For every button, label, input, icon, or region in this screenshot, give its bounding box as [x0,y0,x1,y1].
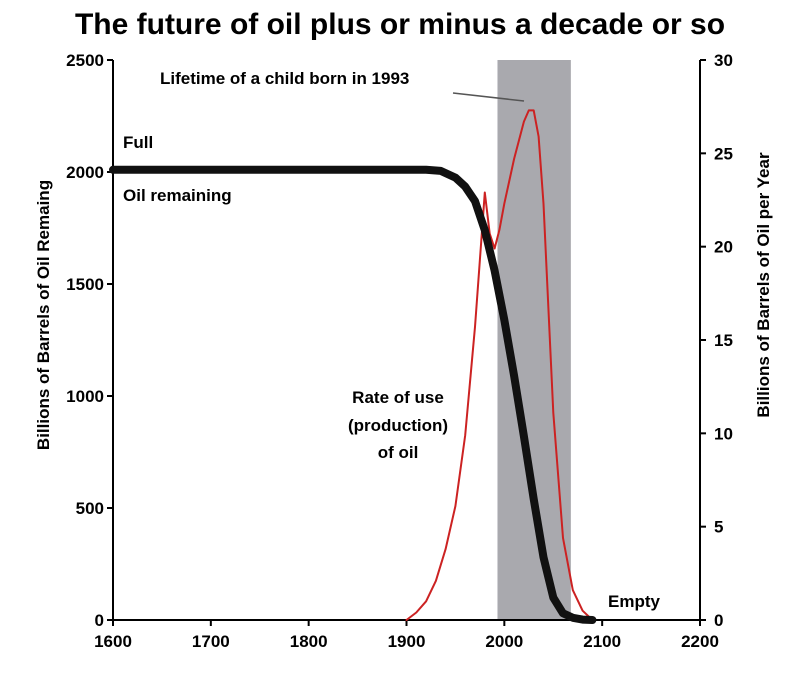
y-left-axis-label: Billions of Barrels of Oil Remaing [34,180,53,450]
series-layer [109,109,597,624]
annotation-label: Full [123,133,153,152]
y-right-tick-label: 30 [714,51,733,70]
annotation-label: Oil remaining [123,186,232,205]
shaded-region-label: Lifetime of a child born in 1993 [160,69,409,88]
x-tick-label: 2000 [485,632,523,651]
y-left-tick-label: 0 [95,611,104,630]
annotation-layer: Full Oil remaining Rate of use (production)… [123,69,661,611]
oil-remaining-line [109,165,597,624]
annotation-label: of oil [378,443,419,462]
y-left-tick-label: 1500 [66,275,104,294]
y-right-tick-label: 25 [714,144,733,163]
x-tick-label: 1800 [290,632,328,651]
shaded-region-leader-line [452,92,525,102]
x-tick-label: 2100 [583,632,621,651]
y-right-tick-label: 20 [714,238,733,257]
x-tick-label: 2200 [681,632,719,651]
chart-title: The future of oil plus or minus a decade… [75,8,725,41]
y-right-tick-label: 15 [714,331,733,350]
y-left-tick-label: 2500 [66,51,104,70]
y-left-tick-label: 500 [76,499,104,518]
y-right-axis-label: Billions of Barrels of Oil per Year [754,152,773,418]
y-right-tick-label: 5 [714,518,723,537]
axes-layer: 1600 1700 1800 1900 2000 2100 2200 0 500 1000 1500… [66,51,733,651]
rate-of-use-line [405,109,594,621]
y-right-tick-label: 10 [714,424,733,443]
annotation-label: (production) [348,416,448,435]
y-left-tick-label: 2000 [66,163,104,182]
annotation-label: Empty [608,592,661,611]
x-tick-label: 1600 [94,632,132,651]
x-tick-label: 1700 [192,632,230,651]
annotation-label: Rate of use [352,388,444,407]
y-right-tick-label: 0 [714,611,723,630]
x-tick-label: 1900 [388,632,426,651]
y-left-tick-label: 1000 [66,387,104,406]
